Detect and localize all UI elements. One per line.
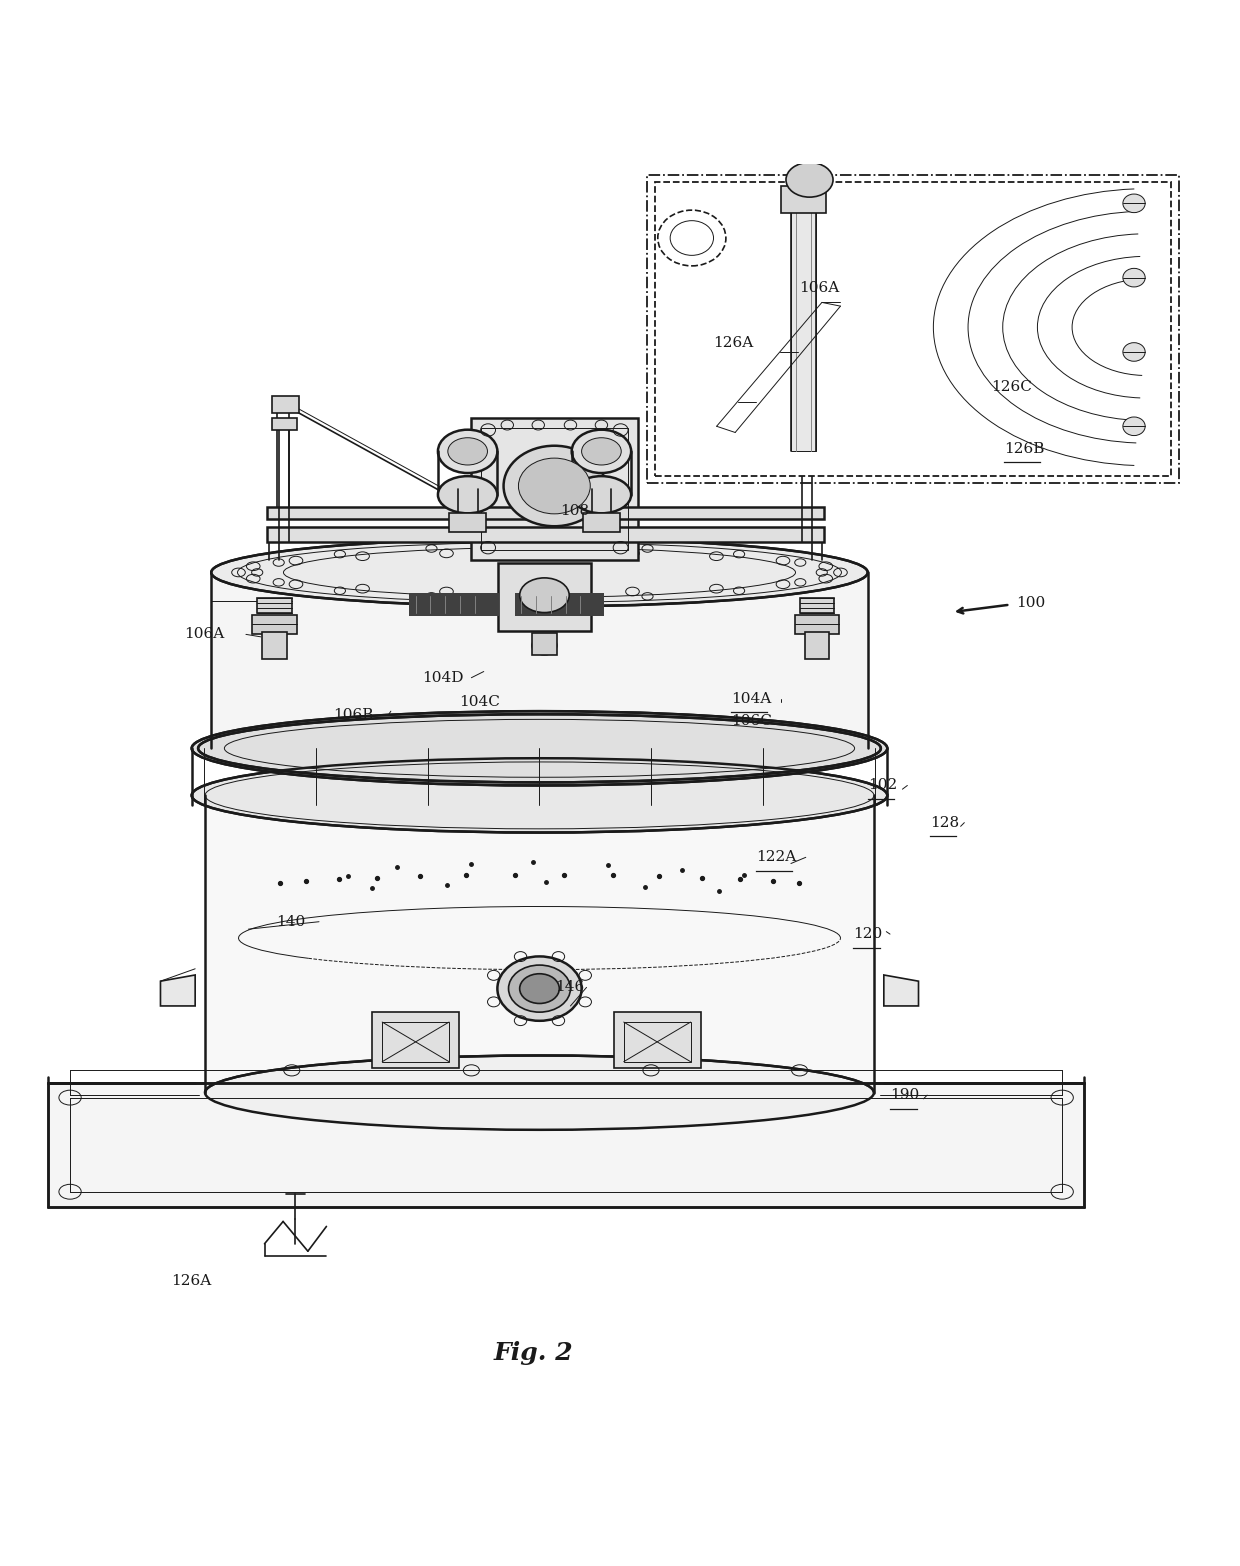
Bar bbox=[449, 514, 486, 532]
Bar bbox=[267, 526, 825, 542]
Text: 108: 108 bbox=[560, 504, 590, 517]
Ellipse shape bbox=[438, 429, 497, 473]
Bar bbox=[498, 562, 591, 631]
Ellipse shape bbox=[198, 714, 880, 783]
Text: 102: 102 bbox=[868, 778, 897, 792]
Ellipse shape bbox=[1123, 417, 1146, 435]
Bar bbox=[481, 428, 627, 550]
Bar bbox=[655, 182, 1172, 476]
Ellipse shape bbox=[192, 711, 888, 786]
Bar bbox=[471, 418, 637, 561]
Bar bbox=[805, 633, 830, 659]
Bar bbox=[797, 418, 822, 431]
Text: 100: 100 bbox=[1017, 597, 1045, 611]
Text: 128: 128 bbox=[930, 816, 959, 830]
Ellipse shape bbox=[508, 965, 570, 1012]
Polygon shape bbox=[160, 976, 195, 1005]
Polygon shape bbox=[205, 796, 874, 1093]
Ellipse shape bbox=[503, 446, 605, 526]
Ellipse shape bbox=[1123, 194, 1146, 213]
Bar bbox=[48, 1082, 1085, 1207]
Bar bbox=[515, 594, 604, 615]
Bar bbox=[252, 614, 296, 634]
Bar bbox=[791, 207, 816, 451]
Bar bbox=[647, 175, 1178, 484]
Bar bbox=[800, 598, 835, 614]
Polygon shape bbox=[372, 1012, 459, 1068]
Bar bbox=[257, 598, 291, 614]
Bar bbox=[409, 594, 498, 615]
Text: 126B: 126B bbox=[1004, 442, 1044, 456]
Bar bbox=[272, 396, 299, 413]
Text: 140: 140 bbox=[275, 915, 305, 929]
Text: 190: 190 bbox=[890, 1088, 919, 1102]
Text: 104C: 104C bbox=[459, 695, 500, 709]
Text: 106B: 106B bbox=[332, 708, 373, 722]
Ellipse shape bbox=[205, 1055, 874, 1129]
Text: 120: 120 bbox=[853, 927, 882, 941]
Bar bbox=[267, 507, 825, 520]
Bar bbox=[583, 514, 620, 532]
Ellipse shape bbox=[520, 974, 559, 1004]
Ellipse shape bbox=[520, 578, 569, 612]
Bar bbox=[262, 633, 286, 659]
Bar bbox=[382, 1023, 449, 1062]
Ellipse shape bbox=[1123, 268, 1146, 287]
Ellipse shape bbox=[518, 459, 590, 514]
Polygon shape bbox=[211, 573, 868, 749]
Text: 126A: 126A bbox=[713, 337, 753, 351]
Text: Fig. 2: Fig. 2 bbox=[494, 1340, 573, 1364]
Text: 106A: 106A bbox=[184, 628, 224, 642]
Text: 146: 146 bbox=[556, 980, 585, 994]
Ellipse shape bbox=[448, 438, 487, 465]
Text: 126C: 126C bbox=[992, 379, 1033, 393]
Bar bbox=[532, 633, 557, 656]
Text: 122A: 122A bbox=[756, 850, 796, 864]
Ellipse shape bbox=[438, 476, 497, 514]
Ellipse shape bbox=[1123, 343, 1146, 362]
Ellipse shape bbox=[572, 476, 631, 514]
Text: 104A: 104A bbox=[732, 692, 771, 706]
Ellipse shape bbox=[786, 163, 833, 197]
Text: 106C: 106C bbox=[732, 714, 773, 728]
Bar bbox=[795, 614, 839, 634]
Ellipse shape bbox=[192, 758, 888, 833]
Bar bbox=[781, 186, 826, 213]
Bar bbox=[624, 1023, 691, 1062]
Ellipse shape bbox=[497, 957, 582, 1021]
Ellipse shape bbox=[211, 539, 868, 606]
Polygon shape bbox=[614, 1012, 701, 1068]
Text: 104D: 104D bbox=[422, 670, 464, 684]
Text: 106A: 106A bbox=[800, 280, 839, 294]
Ellipse shape bbox=[582, 438, 621, 465]
Ellipse shape bbox=[572, 429, 631, 473]
Bar bbox=[655, 182, 1172, 476]
Ellipse shape bbox=[532, 636, 557, 655]
Text: 126A: 126A bbox=[171, 1273, 212, 1287]
Polygon shape bbox=[884, 976, 919, 1005]
Bar bbox=[272, 418, 296, 431]
